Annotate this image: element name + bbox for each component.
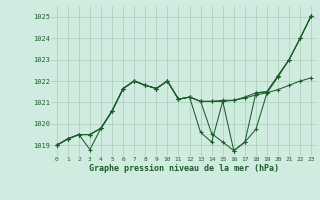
X-axis label: Graphe pression niveau de la mer (hPa): Graphe pression niveau de la mer (hPa) bbox=[89, 164, 279, 173]
